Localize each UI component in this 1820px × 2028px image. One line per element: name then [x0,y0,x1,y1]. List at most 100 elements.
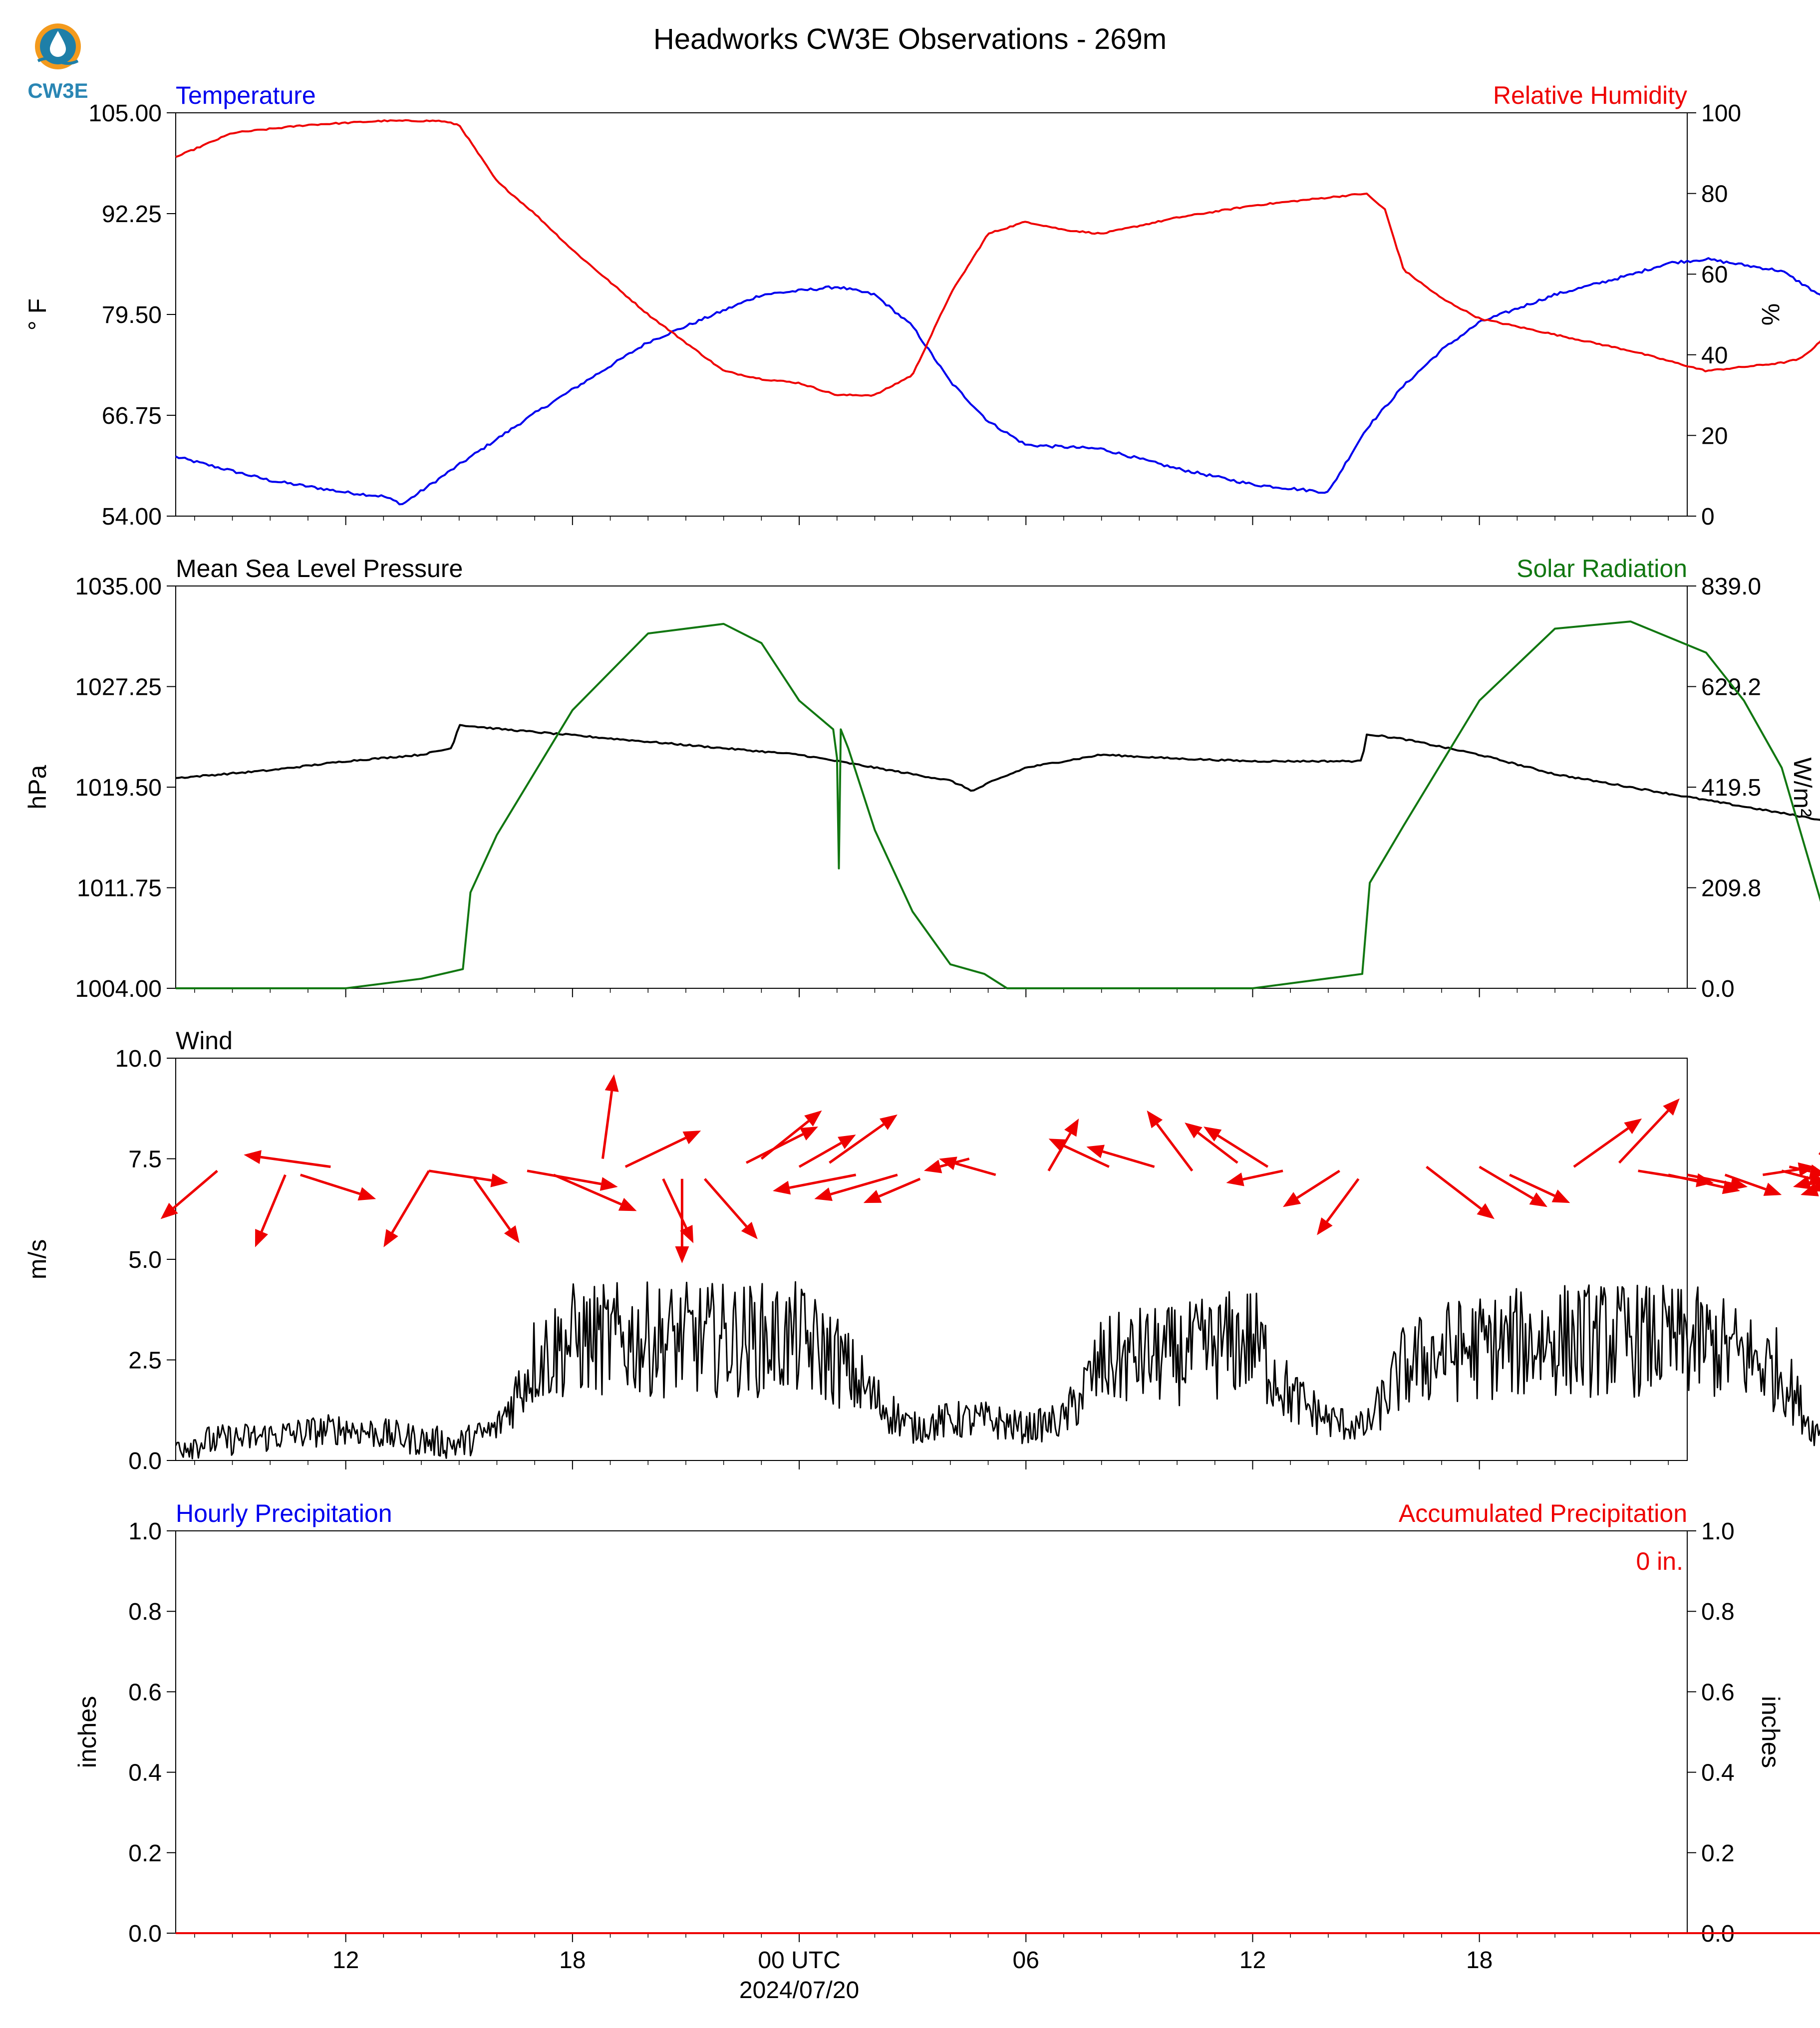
wind-vector-head [605,1074,619,1092]
wind-vector-shaft [798,1142,842,1168]
y-tick-label-right: 0.6 [1701,1679,1735,1706]
wind-vector-head [1730,1176,1748,1190]
wind-vector-head [1048,1139,1067,1153]
wind-vector-head [773,1180,791,1195]
wind-vector [383,1170,430,1247]
cw3e-logo: CW3E [27,23,88,102]
wind-vector [829,1114,898,1164]
wind-vector [473,1178,520,1243]
wind-vector-head [838,1135,856,1150]
y-tick-label-right: 100 [1701,100,1741,127]
time-axis: 12 18 00 UTC 2024/07/20 06 12 18 [332,1947,1493,2004]
series-line-solar-radiation [176,620,1820,989]
x-tick-label: 12 [332,1947,359,1974]
y-tick-label-right: 1.0 [1701,1518,1735,1545]
humidity-axis-label: % [1757,303,1785,325]
y-tick-label-left: 1.0 [128,1518,162,1545]
wind-vector [1317,1178,1360,1235]
wind-vector-head [357,1187,376,1201]
wind-vector-shaft [1509,1173,1555,1197]
wind-vector [428,1169,509,1187]
temperature-humidity-panel: Temperature Relative Humidity ° F % 54.0… [23,81,1820,530]
wind-vector-shaft [260,1156,331,1168]
wind-vector-head [1663,1098,1680,1116]
wind-vector-shaft [1197,1132,1238,1164]
wind-vector [1479,1165,1547,1207]
wind-vector-shaft [1426,1165,1482,1210]
wind-vector-shaft [527,1169,602,1185]
x-tick-label: 18 [1466,1947,1493,1974]
y-tick-label-left: 1035.00 [75,574,162,600]
wind-vector-head [800,1127,818,1141]
wind-vector [745,1127,818,1164]
y-tick-label-left: 92.25 [102,201,162,228]
wind-vector-shaft [601,1091,613,1159]
wind-vector-shaft [1102,1150,1155,1168]
x-tick-date-label: 2024/07/20 [739,1977,859,2004]
wind-vector [773,1173,857,1195]
wind-vector [675,1178,689,1264]
hourly-precip-title: Hourly Precipitation [176,1499,392,1527]
y-tick-label-left: 2.5 [128,1348,162,1374]
wind-vector-head [618,1197,637,1211]
y-tick-label-right: 209.8 [1701,875,1761,902]
wind-vector [1048,1139,1110,1168]
wind-vector-shaft [391,1170,430,1233]
wind-vector-shaft [428,1169,492,1182]
wind-vector-shaft [1618,1110,1669,1164]
wind-vector [1763,1162,1816,1176]
wind-vector [814,1173,898,1201]
y-tick-label-right: 0.4 [1701,1760,1735,1786]
wind-vector-head [1624,1118,1642,1134]
wind-vector [863,1177,921,1203]
wind-vector [798,1135,856,1168]
wind-vector [1618,1098,1680,1164]
wind-vector [160,1169,218,1219]
temperature-axis-label: ° F [23,298,51,330]
wind-vector-head [814,1187,833,1201]
humidity-title: Relative Humidity [1493,81,1687,109]
wind-vector [1426,1165,1495,1219]
wind-vector-head [1226,1172,1244,1186]
y-tick-label-right: 0.2 [1701,1840,1735,1867]
series-line-wind [175,1281,1820,1459]
accum-precip-title: Accumulated Precipitation [1399,1499,1687,1527]
wind-vector-shaft [879,1177,921,1198]
wind-vector [1573,1118,1642,1168]
y-tick-label-right: 60 [1701,262,1728,288]
plot-frame [175,1058,1688,1461]
wind-vector [624,1131,701,1168]
wind-vector-shaft [703,1178,748,1227]
temperature-title: Temperature [176,81,316,109]
wind-vector-head [804,1110,822,1127]
series-line-mean-sea-level-pressure [175,724,1820,821]
wind-vector-head [682,1131,701,1145]
wind-vector-shaft [1479,1165,1533,1200]
wind-panel: Wind m/s 0.0 2.5 5.0 7.5 10.0 [23,1027,1820,1474]
wind-vector-head [244,1150,262,1164]
wind-vector-head [939,1157,957,1170]
plot-frame [175,1530,1688,1934]
y-tick-label-right: 629.2 [1701,674,1761,701]
y-tick-label-right: 80 [1701,181,1728,208]
hourly-precip-axis-label: inches [73,1696,101,1768]
wind-vector [1724,1173,1782,1196]
wind-vector-shaft [1217,1134,1269,1168]
y-tick-label-left: 66.75 [102,403,162,429]
wind-vector-head [1283,1192,1301,1207]
precipitation-panel: Hourly Precipitation Accumulated Precipi… [73,1499,1820,1947]
wind-vector [527,1169,618,1191]
wind-vector-shaft [829,1123,885,1164]
wind-vector [703,1178,758,1239]
wind-vector-shaft [172,1169,218,1209]
wind-vector-shaft [955,1162,996,1176]
wind-vector-shaft [789,1173,857,1189]
wind-vector [1086,1145,1155,1168]
series-line-temperature [175,257,1820,506]
wind-vector-shaft [1156,1123,1194,1172]
wind-vector [1687,1173,1748,1190]
wind-vector [1509,1173,1570,1203]
y-tick-label-left: 54.00 [102,504,162,530]
wind-vector [255,1174,287,1247]
